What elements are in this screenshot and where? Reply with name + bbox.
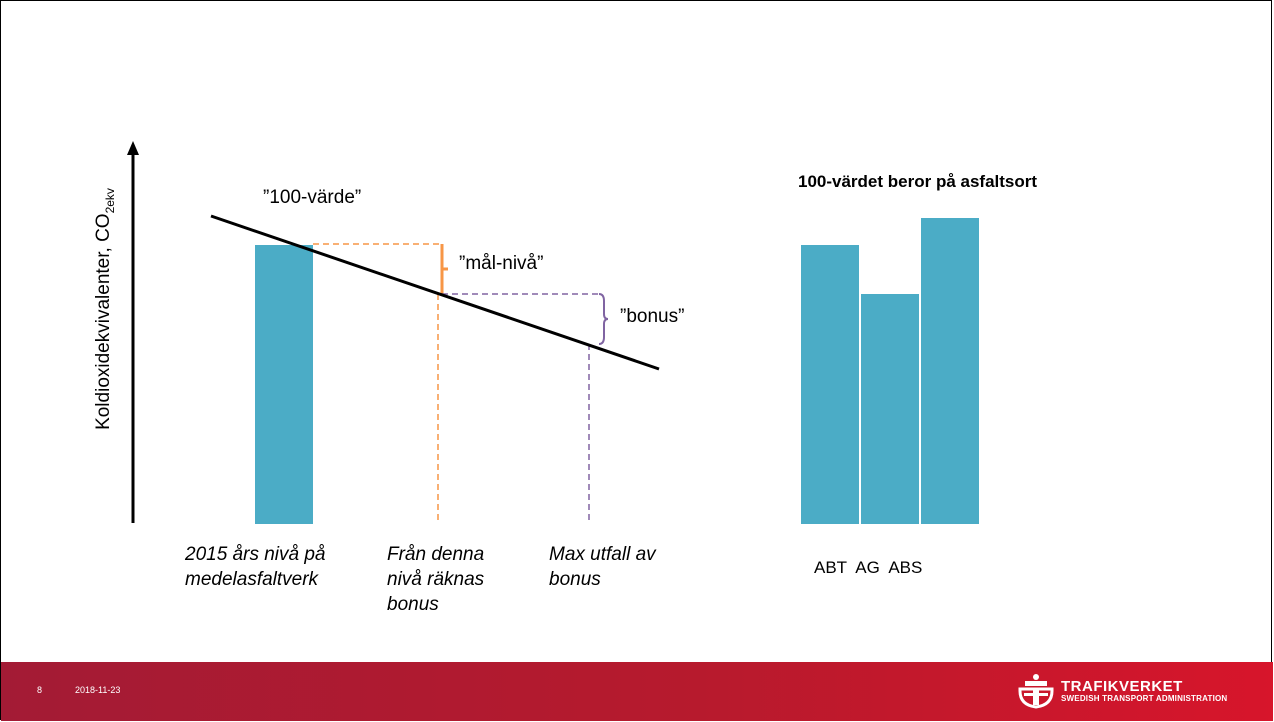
caption-max-bonus: Max utfall av bonus — [549, 544, 656, 590]
bar-ag — [861, 294, 919, 524]
caption-bonus-start: Från denna nivå räknas bonus — [387, 544, 485, 615]
label-bonus: ”bonus” — [620, 306, 685, 327]
label-target-level: ”mål-nivå” — [459, 253, 544, 274]
diagram-graphic — [127, 141, 979, 524]
purple-brace — [598, 293, 609, 345]
trafikverket-crown-logo-icon — [1018, 674, 1054, 709]
y-axis-label: Koldioxidekvivalenter, CO2ekv — [93, 188, 117, 430]
footer-bar: 8 2018-11-23 TRAFIKVERKET SWEDISH TRANSP… — [1, 662, 1273, 721]
footer-date: 2018-11-23 — [75, 685, 121, 695]
bar-2015 — [255, 245, 313, 524]
reduction-line — [210, 214, 660, 371]
right-chart-categories: ABT AG ABS — [814, 558, 923, 577]
right-chart-title: 100-värdet beror på asfaltsort — [798, 172, 1038, 191]
bar-abs — [921, 218, 979, 524]
brand-subtitle: SWEDISH TRANSPORT ADMINISTRATION — [1061, 694, 1228, 703]
brand-text: TRAFIKVERKET SWEDISH TRANSPORT ADMINISTR… — [1061, 679, 1227, 704]
brand-name: TRAFIKVERKET — [1061, 678, 1183, 695]
page-number: 8 — [37, 685, 43, 695]
caption-2015-level: 2015 års nivå på medelasfaltverk — [185, 544, 326, 590]
label-100-value: ”100-värde” — [263, 187, 362, 208]
bar-abt — [801, 245, 859, 524]
y-axis-arrowhead — [127, 141, 139, 155]
